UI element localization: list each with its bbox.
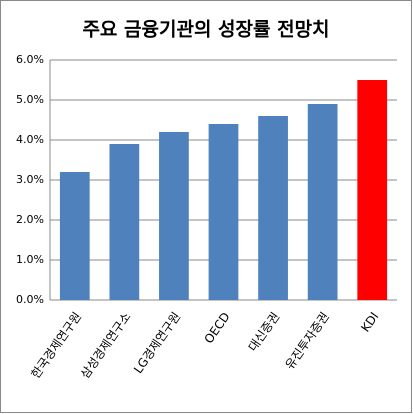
y-tick-label: 2.0% <box>16 213 44 226</box>
y-tick-label: 4.0% <box>16 133 44 146</box>
bar <box>258 116 288 300</box>
bar <box>109 144 140 300</box>
bar <box>357 80 388 300</box>
y-tick-label: 5.0% <box>16 93 44 106</box>
chart-title: 주요 금융기관의 성장률 전망치 <box>82 19 329 41</box>
bar <box>307 104 338 300</box>
bar <box>208 124 239 300</box>
y-tick-label: 3.0% <box>16 173 44 186</box>
bar <box>159 132 189 300</box>
y-tick-label: 1.0% <box>16 253 44 266</box>
y-tick-label: 0.0% <box>16 293 44 306</box>
bar <box>59 172 90 300</box>
y-tick-label: 6.0% <box>16 53 44 66</box>
